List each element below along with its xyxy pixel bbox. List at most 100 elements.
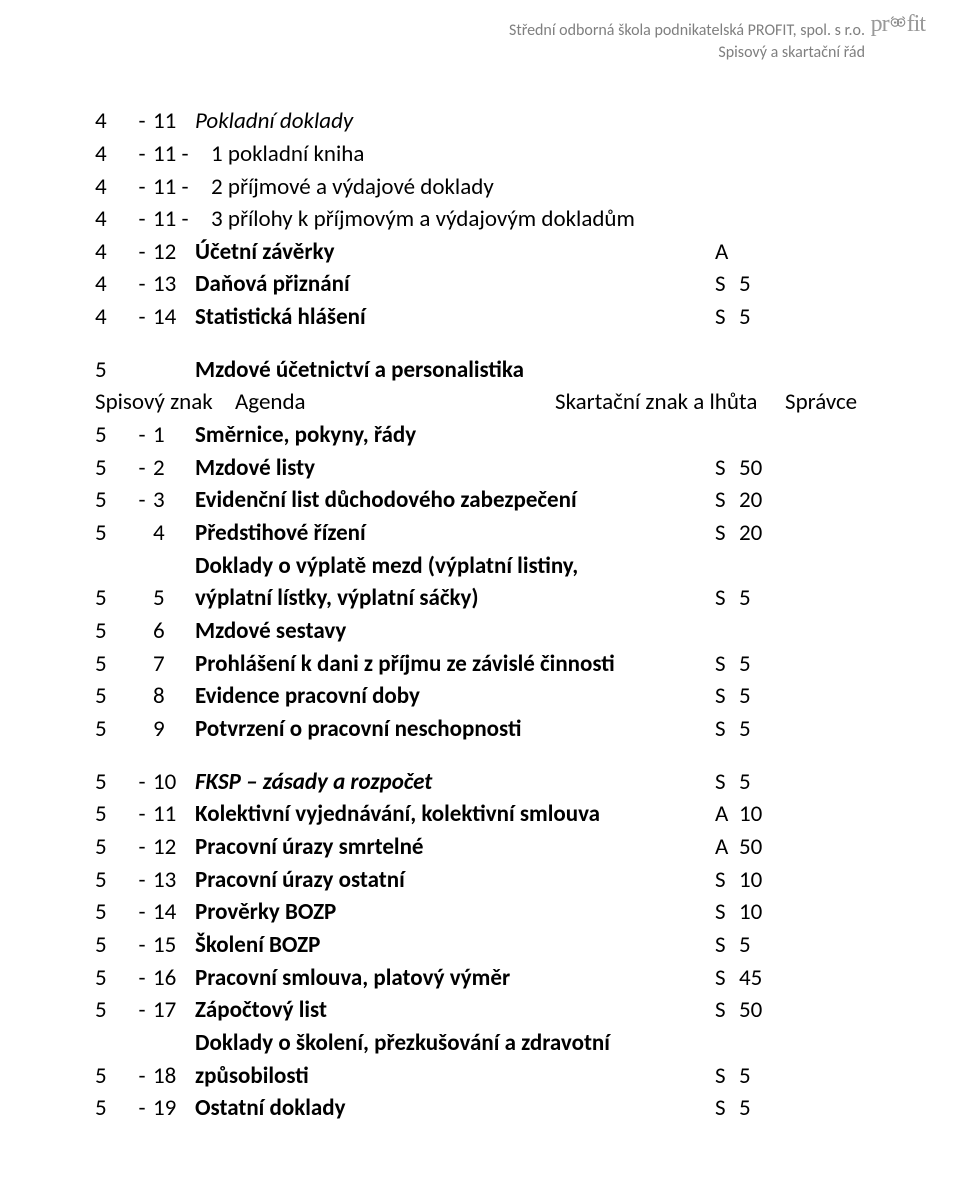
skart-mark: S <box>715 452 739 485</box>
code-sep: - <box>131 236 153 269</box>
code-a: 5 <box>95 962 131 995</box>
code-a: 5 <box>95 929 131 962</box>
table-row: 55výplatní lístky, výplatní sáčky)S5 <box>95 582 865 615</box>
code-a: 5 <box>95 452 131 485</box>
agenda-text: Prověrky BOZP <box>195 896 715 929</box>
agenda-text: Školení BOZP <box>195 929 715 962</box>
table-row: 5-19Ostatní dokladyS5 <box>95 1092 865 1125</box>
code-a: 5 <box>95 864 131 897</box>
code-a: 5 <box>95 680 131 713</box>
skart-mark: S <box>715 929 739 962</box>
skart-num: 50 <box>739 994 785 1027</box>
code-b: 12 <box>153 236 195 269</box>
code-sep: - <box>131 268 153 301</box>
section-2-header: 5 Mzdové účetnictví a personalistika <box>95 354 865 387</box>
agenda-text: Daňová přiznání <box>195 268 715 301</box>
code-sep: - <box>131 105 153 138</box>
code-a: 4 <box>95 171 131 204</box>
table-row: 5-1Směrnice, pokyny, řády <box>95 419 865 452</box>
section-1: 4-11Pokladní doklady4-11 -1 pokladní kni… <box>95 105 865 334</box>
code-a: 5 <box>95 1092 131 1125</box>
agenda-text: Pracovní úrazy smrtelné <box>195 831 715 864</box>
section-2: 5 Mzdové účetnictví a personalistika Spi… <box>95 354 865 746</box>
skart-mark: S <box>715 962 739 995</box>
code-a: 5 <box>95 615 131 648</box>
code-sep: - <box>131 831 153 864</box>
logo-text-right: fit <box>907 11 925 37</box>
code-sep: - <box>131 962 153 995</box>
col-spravce: Správce <box>785 386 865 419</box>
skart-mark: S <box>715 517 739 550</box>
code-b: 11 <box>153 105 195 138</box>
agenda-text: Evidenční list důchodového zabezpečení <box>195 484 715 517</box>
section-2-rows: 5-1Směrnice, pokyny, řády5-2Mzdové listy… <box>95 419 865 746</box>
table-row: 58Evidence pracovní dobyS5 <box>95 680 865 713</box>
col-skartacni: Skartační znak a lhůta <box>555 386 785 419</box>
header-line1: Střední odborná škola podnikatelská PROF… <box>95 20 865 42</box>
code-a: 5 <box>95 713 131 746</box>
code-b: 15 <box>153 929 195 962</box>
col-agenda: Agenda <box>235 386 555 419</box>
table-row: 56Mzdové sestavy <box>95 615 865 648</box>
skart-num: 5 <box>739 713 785 746</box>
agenda-text: způsobilosti <box>195 1060 715 1093</box>
table-row: 5-12Pracovní úrazy smrtelnéA50 <box>95 831 865 864</box>
code-a: 5 <box>95 582 131 615</box>
table-row: 5-15Školení BOZPS5 <box>95 929 865 962</box>
code-b: 4 <box>153 517 195 550</box>
skart-mark: S <box>715 896 739 929</box>
skart-mark: S <box>715 864 739 897</box>
agenda-text: Kolektivní vyjednávání, kolektivní smlou… <box>195 798 715 831</box>
skart-mark: S <box>715 680 739 713</box>
skart-mark: S <box>715 268 739 301</box>
page-header: prfit Střední odborná škola podnikatelsk… <box>95 20 865 63</box>
code-a: 5 <box>95 831 131 864</box>
code-b: 6 <box>153 615 195 648</box>
agenda-text: Prohlášení k dani z příjmu ze závislé či… <box>195 648 715 681</box>
code-b: 5 <box>153 582 195 615</box>
agenda-text: Pracovní úrazy ostatní <box>195 864 715 897</box>
code-a: 5 <box>95 517 131 550</box>
skart-mark: S <box>715 713 739 746</box>
table-row: 5-18způsobilostiS5 <box>95 1060 865 1093</box>
code-b: 3 <box>153 484 195 517</box>
skart-mark: S <box>715 648 739 681</box>
skart-num: 5 <box>739 268 785 301</box>
code-b: 9 <box>153 713 195 746</box>
code-a: 4 <box>95 268 131 301</box>
code-a: 5 <box>95 354 131 387</box>
code-a: 5 <box>95 648 131 681</box>
code-b: 19 <box>153 1092 195 1125</box>
agenda-text: Předstihové řízení <box>195 517 715 550</box>
table-row: 5-16Pracovní smlouva, platový výměrS45 <box>95 962 865 995</box>
code-b: 14 <box>153 896 195 929</box>
code-b: 16 <box>153 962 195 995</box>
code-b: 1 <box>153 419 195 452</box>
table-row: 5-2Mzdové listyS50 <box>95 452 865 485</box>
table-row: 4-13Daňová přiznáníS5 <box>95 268 865 301</box>
table-row: 5-14Prověrky BOZPS10 <box>95 896 865 929</box>
header-line2: Spisový a skartační řád <box>95 42 865 64</box>
column-headers: Spisový znak Agenda Skartační znak a lhů… <box>95 386 865 419</box>
skart-num: 20 <box>739 484 785 517</box>
code-a: 5 <box>95 1060 131 1093</box>
agenda-text: Mzdové sestavy <box>195 615 715 648</box>
code-a: 5 <box>95 798 131 831</box>
skart-mark: S <box>715 766 739 799</box>
col-spisovy-znak: Spisový znak <box>95 386 235 419</box>
skart-num: 10 <box>739 798 785 831</box>
skart-num: 45 <box>739 962 785 995</box>
code-b: 11 - <box>153 138 211 171</box>
skart-mark: A <box>715 236 739 269</box>
code-b: 12 <box>153 831 195 864</box>
code-a: 4 <box>95 236 131 269</box>
agenda-text: Evidence pracovní doby <box>195 680 715 713</box>
code-sep: - <box>131 798 153 831</box>
agenda-text: výplatní lístky, výplatní sáčky) <box>195 582 715 615</box>
code-sep: - <box>131 203 153 236</box>
agenda-text: Statistická hlášení <box>195 301 715 334</box>
skart-mark: S <box>715 994 739 1027</box>
code-b: 2 <box>153 452 195 485</box>
skart-num: 50 <box>739 831 785 864</box>
table-row: 4-11 -2 příjmové a výdajové doklady <box>95 171 865 204</box>
